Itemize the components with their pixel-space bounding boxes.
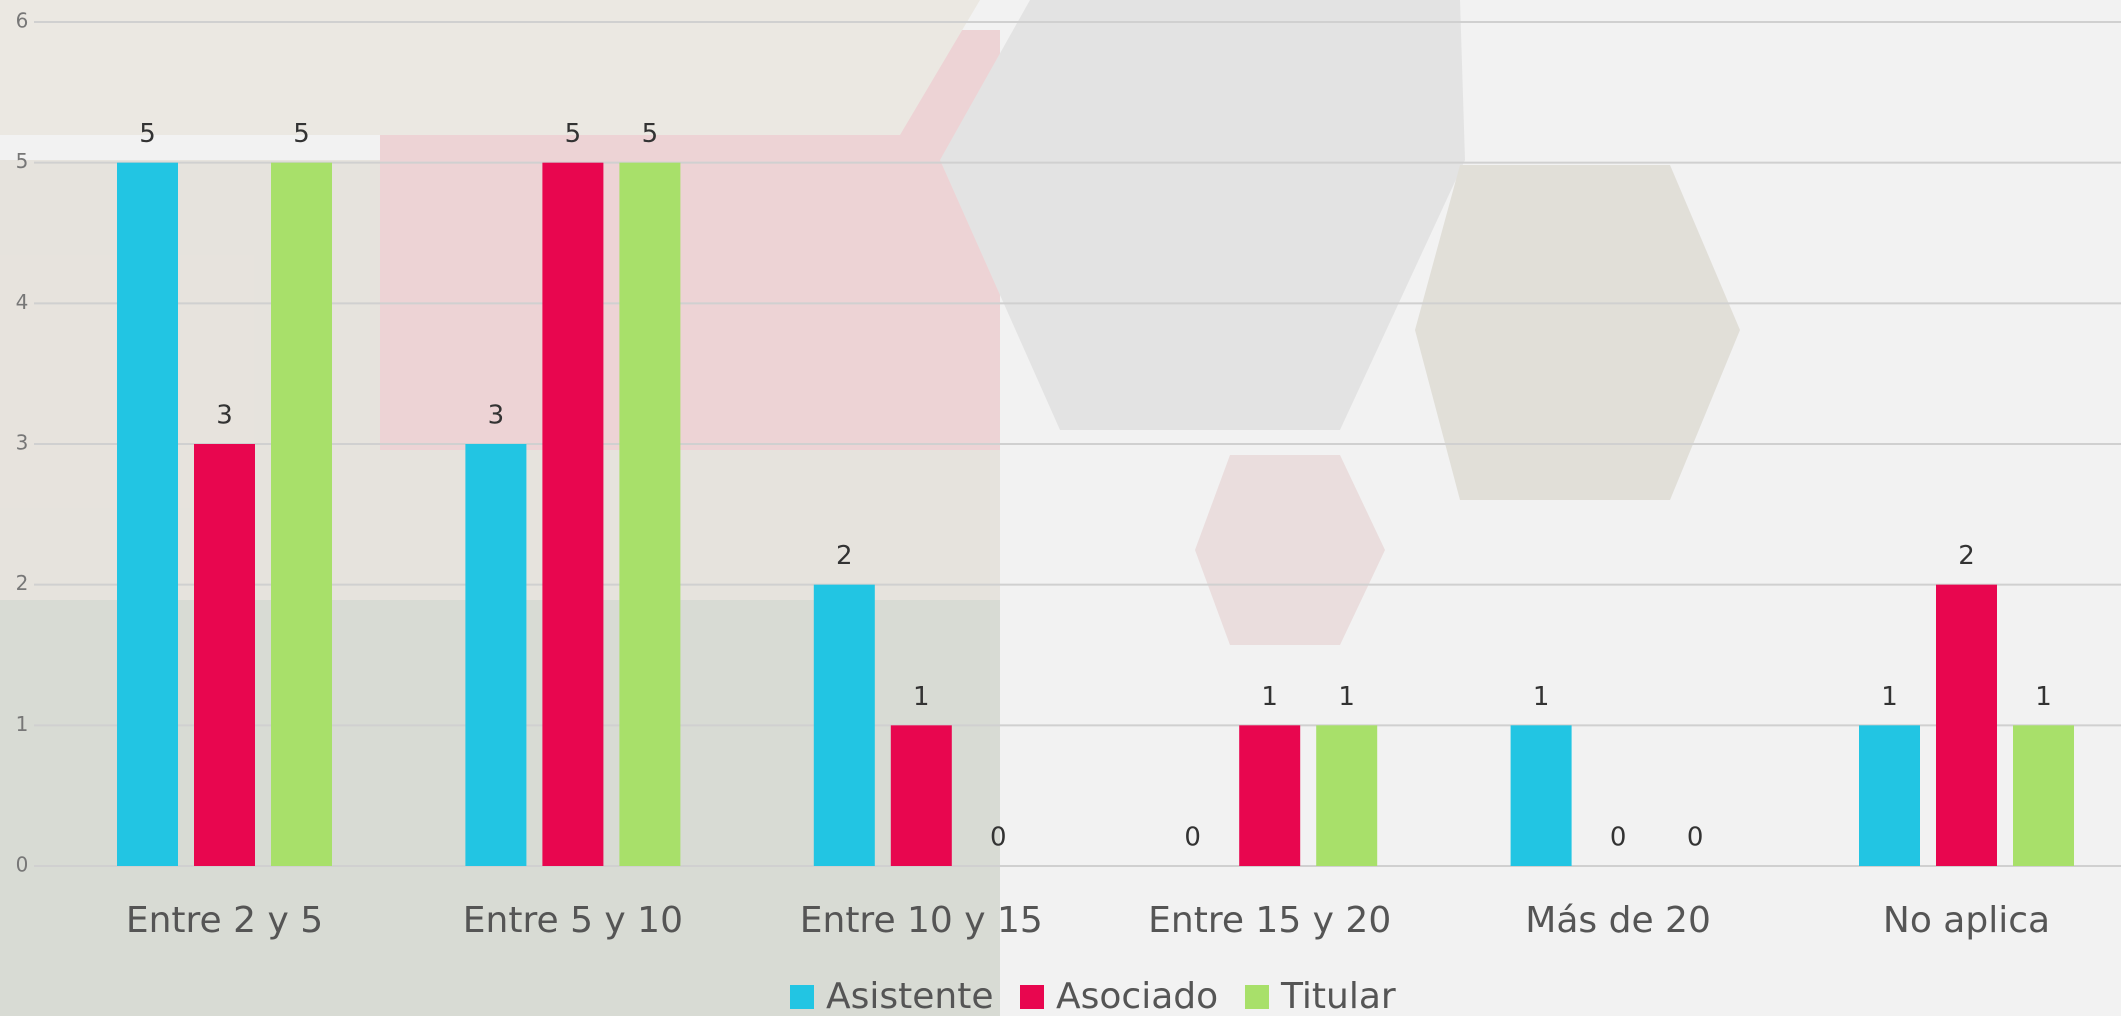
legend-label: Asociado (1056, 976, 1218, 1016)
bar (271, 162, 332, 866)
legend-swatch (1020, 985, 1044, 1009)
x-tick-label: Entre 10 y 15 (800, 900, 1043, 941)
y-tick-label: 6 (16, 9, 29, 33)
y-tick-label: 4 (16, 290, 29, 314)
bar (465, 444, 527, 866)
y-tick-label: 3 (16, 431, 29, 455)
data-label: 3 (488, 401, 505, 431)
data-label: 0 (1610, 823, 1627, 853)
data-label: 3 (216, 401, 233, 431)
bar (813, 584, 875, 866)
data-label: 1 (1338, 682, 1355, 712)
data-label: 5 (139, 119, 156, 149)
data-label: 5 (642, 119, 659, 149)
bar (542, 162, 604, 866)
legend-swatch (1245, 985, 1269, 1009)
legend-label: Asistente (826, 976, 993, 1016)
x-tick-label: No aplica (1883, 900, 2050, 941)
bar (1510, 725, 1572, 866)
data-label: 5 (293, 119, 310, 149)
legend-swatch (790, 985, 814, 1009)
data-label: 1 (1261, 682, 1278, 712)
legend-label: Titular (1280, 976, 1396, 1016)
bar (890, 725, 952, 866)
bar (2013, 725, 2074, 866)
data-label: 1 (1533, 682, 1550, 712)
data-label: 5 (565, 119, 582, 149)
x-tick-label: Entre 5 y 10 (463, 900, 683, 941)
bar (1316, 725, 1378, 866)
y-tick-label: 2 (16, 571, 29, 595)
data-label: 1 (1881, 682, 1898, 712)
data-label: 0 (1687, 823, 1704, 853)
data-label: 0 (1184, 823, 1201, 853)
x-tick-label: Entre 2 y 5 (126, 900, 323, 941)
data-label: 2 (1958, 541, 1975, 571)
bar (1239, 725, 1301, 866)
bar (1936, 584, 1997, 866)
data-label: 1 (913, 682, 930, 712)
bar (619, 162, 681, 866)
bar (1859, 725, 1920, 866)
y-tick-label: 1 (16, 712, 29, 736)
data-label: 1 (2035, 682, 2052, 712)
y-tick-label: 0 (16, 853, 29, 877)
bar (117, 162, 178, 866)
y-tick-label: 5 (16, 149, 29, 173)
data-label: 0 (990, 823, 1007, 853)
data-label: 2 (836, 541, 853, 571)
bar (194, 444, 255, 866)
x-tick-label: Entre 15 y 20 (1148, 900, 1391, 941)
x-tick-label: Más de 20 (1525, 900, 1711, 941)
